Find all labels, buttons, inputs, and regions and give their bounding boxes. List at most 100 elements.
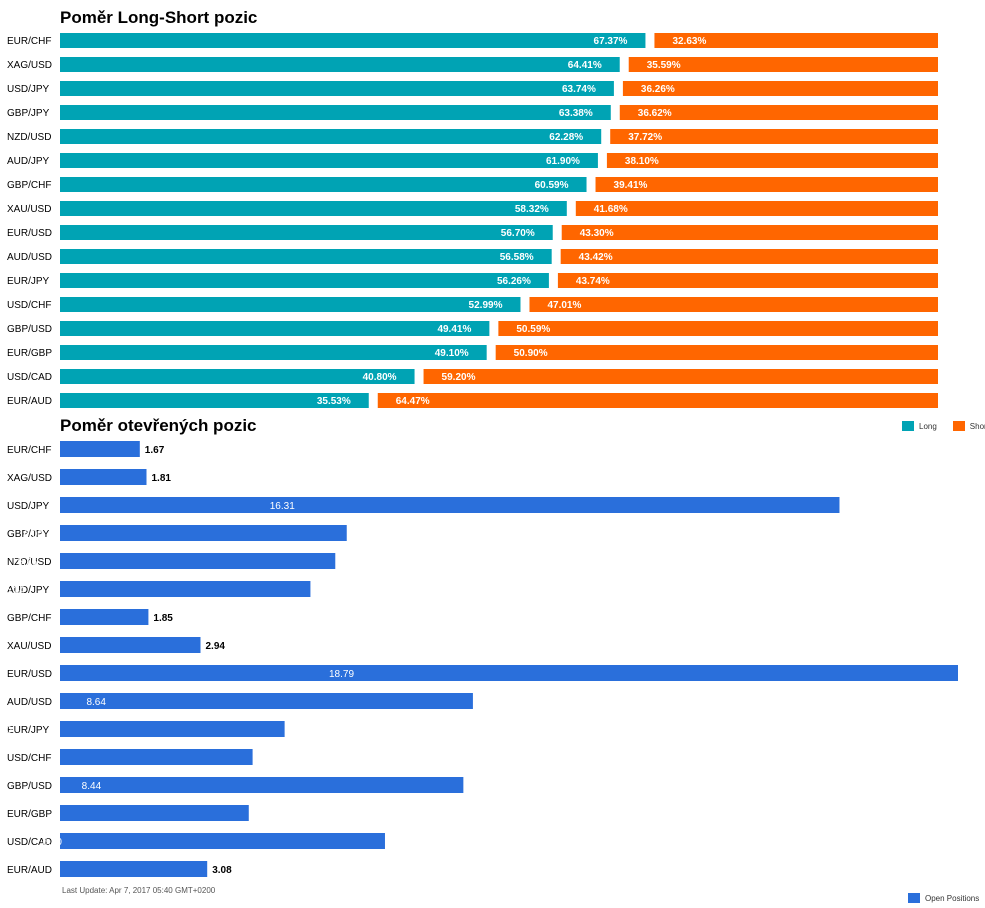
ls-short-value-eur-gbp: 50.90% <box>514 348 548 359</box>
op-category-label-gbp-chf: GBP/CHF <box>7 613 51 624</box>
open-positions-legend: Open Positions <box>892 893 979 903</box>
ls-short-bar-usd-chf <box>529 297 938 312</box>
ls-category-label-eur-gbp: EUR/GBP <box>7 348 52 359</box>
ls-long-value-gbp-chf: 60.59% <box>535 180 569 191</box>
legend-swatch-long <box>902 421 914 431</box>
ls-short-value-xag-usd: 35.59% <box>647 60 681 71</box>
ls-long-bar-usd-cad <box>60 369 415 384</box>
ls-long-bar-aud-jpy <box>60 153 598 168</box>
ls-short-value-usd-cad: 59.20% <box>442 372 476 383</box>
op-category-label-gbp-usd: GBP/USD <box>7 781 52 792</box>
ls-category-label-eur-jpy: EUR/JPY <box>7 276 50 287</box>
ls-short-bar-eur-jpy <box>557 273 938 288</box>
ls-long-value-gbp-usd: 49.41% <box>437 324 471 335</box>
op-bar-xau-usd <box>60 637 201 653</box>
op-value-eur-jpy: 4.70 <box>0 725 12 736</box>
op-bar-gbp-chf <box>60 609 149 625</box>
ls-short-value-aud-jpy: 38.10% <box>625 156 659 167</box>
op-category-label-xau-usd: XAU/USD <box>7 641 51 652</box>
ls-long-bar-gbp-chf <box>60 177 587 192</box>
op-category-label-usd-chf: USD/CHF <box>7 753 51 764</box>
legend-item-long[interactable]: Long <box>902 421 937 431</box>
ls-long-bar-eur-jpy <box>60 273 549 288</box>
ls-short-bar-aud-jpy <box>606 153 938 168</box>
ls-short-bar-usd-cad <box>423 369 938 384</box>
op-category-label-aud-usd: AUD/USD <box>7 697 52 708</box>
ls-long-bar-usd-chf <box>60 297 521 312</box>
ls-long-value-usd-chf: 52.99% <box>469 300 503 311</box>
op-bar-eur-jpy <box>60 721 285 737</box>
ls-category-label-usd-chf: USD/CHF <box>7 300 51 311</box>
op-value-eur-usd: 18.79 <box>329 669 354 680</box>
ls-category-label-gbp-usd: GBP/USD <box>7 324 52 335</box>
ls-short-value-aud-usd: 43.42% <box>579 252 613 263</box>
ls-short-bar-xau-usd <box>575 201 938 216</box>
op-value-aud-usd: 8.64 <box>86 697 106 708</box>
op-category-label-usd-jpy: USD/JPY <box>7 501 50 512</box>
ls-long-bar-gbp-jpy <box>60 105 611 120</box>
ls-long-bar-eur-chf <box>60 33 646 48</box>
ls-short-bar-gbp-usd <box>498 321 938 336</box>
op-category-label-eur-gbp: EUR/GBP <box>7 809 52 820</box>
op-category-label-nzd-usd: NZD/USD <box>7 557 51 568</box>
ls-long-value-aud-jpy: 61.90% <box>546 156 580 167</box>
ls-long-value-xau-usd: 58.32% <box>515 204 549 215</box>
op-bar-eur-usd <box>60 665 958 681</box>
long-short-legend: Long Short <box>886 421 985 431</box>
ls-short-value-usd-chf: 47.01% <box>547 300 581 311</box>
ls-short-bar-eur-aud <box>377 393 938 408</box>
op-category-label-aud-jpy: AUD/JPY <box>7 585 50 596</box>
open-positions-chart-title: Poměr otevřených pozic <box>60 416 257 435</box>
ls-long-value-usd-jpy: 63.74% <box>562 84 596 95</box>
ls-long-value-usd-cad: 40.80% <box>363 372 397 383</box>
op-bar-xag-usd <box>60 469 147 485</box>
ls-category-label-eur-usd: EUR/USD <box>7 228 52 239</box>
op-bar-gbp-usd <box>60 777 464 793</box>
ls-long-value-eur-aud: 35.53% <box>317 396 351 407</box>
op-value-usd-cad: 6.80 <box>42 837 62 848</box>
op-bar-nzd-usd <box>60 553 336 569</box>
op-value-gbp-usd: 8.44 <box>82 781 102 792</box>
ls-short-value-gbp-chf: 39.41% <box>614 180 648 191</box>
ls-short-value-usd-jpy: 36.26% <box>641 84 675 95</box>
op-category-label-eur-usd: EUR/USD <box>7 669 52 680</box>
ls-short-bar-eur-usd <box>561 225 938 240</box>
ls-category-label-nzd-usd: NZD/USD <box>7 132 51 143</box>
op-bar-eur-chf <box>60 441 140 457</box>
ls-long-value-eur-jpy: 56.26% <box>497 276 531 287</box>
ls-short-bar-eur-chf <box>654 33 938 48</box>
ls-short-bar-usd-jpy <box>622 81 938 96</box>
ls-category-label-gbp-chf: GBP/CHF <box>7 180 51 191</box>
op-value-xau-usd: 2.94 <box>206 641 226 652</box>
ls-short-bar-gbp-jpy <box>619 105 938 120</box>
last-update-text: Last Update: Apr 7, 2017 05:40 GMT+0200 <box>62 886 216 895</box>
ls-long-value-eur-gbp: 49.10% <box>435 348 469 359</box>
ls-category-label-gbp-jpy: GBP/JPY <box>7 108 50 119</box>
ls-long-value-eur-chf: 67.37% <box>594 36 628 47</box>
op-value-eur-chf: 1.67 <box>145 445 165 456</box>
ls-category-label-usd-jpy: USD/JPY <box>7 84 50 95</box>
op-bar-eur-gbp <box>60 805 249 821</box>
ls-category-label-aud-usd: AUD/USD <box>7 252 52 263</box>
ls-category-label-aud-jpy: AUD/JPY <box>7 156 50 167</box>
ls-long-bar-nzd-usd <box>60 129 602 144</box>
legend-swatch-open-positions <box>908 893 920 903</box>
op-bar-usd-jpy <box>60 497 840 513</box>
ls-category-label-eur-chf: EUR/CHF <box>7 36 51 47</box>
legend-swatch-short <box>952 421 965 431</box>
legend-label-open-positions: Open Positions <box>925 893 980 903</box>
ls-short-value-gbp-jpy: 36.62% <box>638 108 672 119</box>
ls-long-value-aud-usd: 56.58% <box>500 252 534 263</box>
legend-item-short[interactable]: Short <box>952 421 985 431</box>
ls-short-bar-aud-usd <box>560 249 938 264</box>
ls-short-bar-gbp-chf <box>595 177 938 192</box>
long-short-chart-title: Poměr Long-Short pozic <box>60 8 258 27</box>
op-bar-aud-jpy <box>60 581 311 597</box>
ls-short-bar-nzd-usd <box>610 129 938 144</box>
ls-long-bar-eur-aud <box>60 393 369 408</box>
legend-item-open-positions[interactable]: Open Positions <box>908 893 979 903</box>
ls-long-bar-aud-usd <box>60 249 552 264</box>
op-bar-usd-chf <box>60 749 253 765</box>
legend-label-long: Long <box>919 421 937 431</box>
